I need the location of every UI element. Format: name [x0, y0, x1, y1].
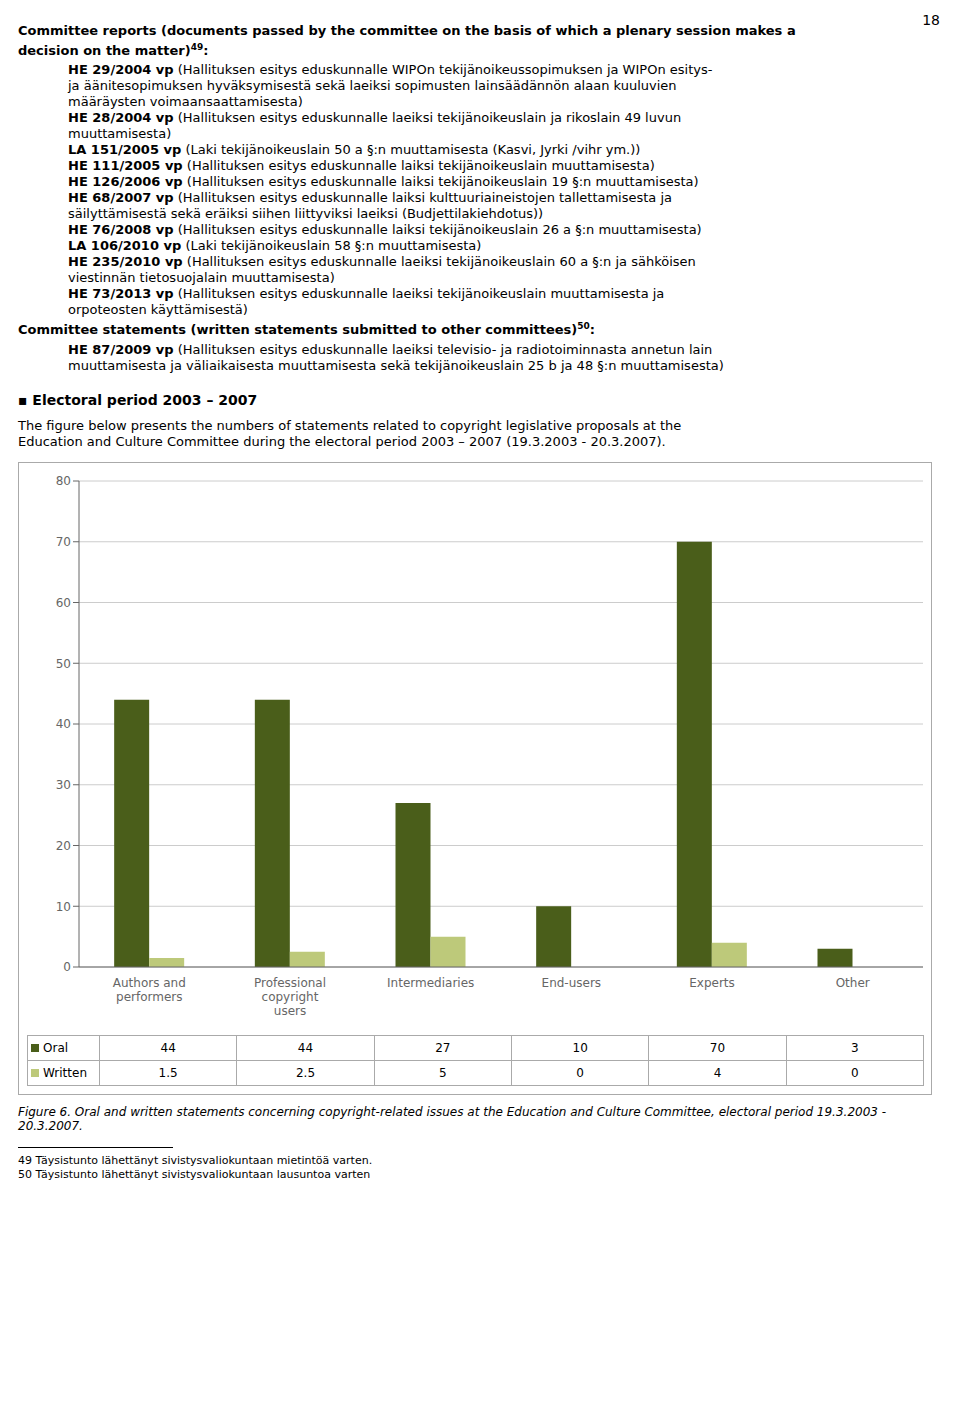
html-text:LA 151/2005 vp (Laki tekijänoi: LA 151/2005 vp (Laki tekijänoikeuslain 5…: [68, 142, 641, 158]
html-text:The figure below presents the: The figure below presents the numbers of…: [18, 417, 682, 433]
html-text:0: 0: [576, 1065, 584, 1080]
svg-text:50: 50: [56, 656, 71, 670]
html-text:määräysten voimaansaattamisest: määräysten voimaansaattamisesta): [68, 94, 303, 110]
html-text:44: 44: [160, 1040, 176, 1055]
html-text:säilyttämisestä sekä eräiksi s: säilyttämisestä sekä eräiksi siihen liit…: [68, 206, 544, 222]
html-text:orpoteosten käyttämisestä): orpoteosten käyttämisestä): [68, 302, 248, 318]
svg-text:20: 20: [56, 838, 71, 852]
svg-text:30: 30: [56, 778, 71, 792]
html-text:ja äänitesopimuksen hyväksymis: ja äänitesopimuksen hyväksymisestä sekä …: [68, 78, 677, 94]
html-text:HE 111/2005 vp (Hallituksen es: HE 111/2005 vp (Hallituksen esitys edusk…: [68, 158, 655, 174]
html-text:Committee reports (documents p: Committee reports (documents passed by t…: [18, 23, 796, 38]
html-text:Education and Culture Committe: Education and Culture Committee during t…: [18, 433, 666, 449]
svg-text:Other: Other: [836, 976, 870, 990]
html-text:HE 68/2007 vp (Hallituksen esi: HE 68/2007 vp (Hallituksen esitys edusku…: [68, 190, 672, 206]
svg-text:0: 0: [63, 960, 71, 974]
html-text:5: 5: [439, 1065, 447, 1080]
svg-text:Intermediaries: Intermediaries: [387, 976, 474, 990]
html-text:LA 106/2010 vp (Laki tekijänoi: LA 106/2010 vp (Laki tekijänoikeuslain 5…: [68, 238, 482, 254]
html-text:muuttamisesta ja väliaikaisest: muuttamisesta ja väliaikaisesta muuttami…: [68, 357, 724, 373]
html-text:50 Täysistunto lähettänyt sivi: 50 Täysistunto lähettänyt sivistysvaliok…: [18, 1167, 371, 1181]
html-text:3: 3: [851, 1040, 859, 1055]
html-text:HE 235/2010 vp (Hallituksen es: HE 235/2010 vp (Hallituksen esitys edusk…: [68, 254, 696, 270]
html-text:18: 18: [922, 12, 940, 28]
html-text:44: 44: [297, 1040, 314, 1055]
svg-text:Experts: Experts: [689, 976, 735, 990]
html-text:1.5: 1.5: [158, 1065, 178, 1080]
html-text:HE 126/2006 vp (Hallituksen es: HE 126/2006 vp (Hallituksen esitys edusk…: [68, 174, 699, 190]
html-text:Committee statements (written: Committee statements (written statements…: [18, 321, 595, 338]
html-text:decision on the matter)49:: decision on the matter)49:: [18, 42, 209, 59]
svg-text:60: 60: [56, 595, 71, 609]
html-text:27: 27: [435, 1040, 451, 1055]
html-text:▪ Electoral period 2003 – 2007: ▪ Electoral period 2003 – 2007: [18, 391, 258, 408]
html-text:Written: Written: [43, 1065, 87, 1080]
svg-text:Professionalcopyrightusers: Professionalcopyrightusers: [254, 976, 326, 1018]
html-text:HE 28/2004 vp (Hallituksen esi: HE 28/2004 vp (Hallituksen esitys edusku…: [68, 110, 682, 126]
svg-text:10: 10: [56, 899, 71, 913]
html-text:HE 87/2009 vp (Hallituksen esi: HE 87/2009 vp (Hallituksen esitys edusku…: [68, 341, 713, 357]
html-text:muuttamisesta): muuttamisesta): [68, 126, 172, 142]
html-text:HE 73/2013 vp (Hallituksen esi: HE 73/2013 vp (Hallituksen esitys edusku…: [68, 286, 665, 302]
html-text:Figure 6. Oral and written sta: Figure 6. Oral and written statements co…: [18, 1104, 887, 1133]
svg-text:80: 80: [56, 474, 71, 488]
html-text:2.5: 2.5: [295, 1065, 315, 1080]
html-text:HE 76/2008 vp (Hallituksen esi: HE 76/2008 vp (Hallituksen esitys edusku…: [68, 222, 702, 238]
html-text:HE 29/2004 vp (Hallituksen esi: HE 29/2004 vp (Hallituksen esitys edusku…: [68, 62, 713, 78]
html-text:Oral: Oral: [43, 1040, 69, 1055]
svg-text:End-users: End-users: [542, 976, 602, 990]
html-text:10: 10: [572, 1040, 588, 1055]
html-text:0: 0: [851, 1065, 859, 1080]
html-text:viestinnän tietosuojalain muut: viestinnän tietosuojalain muuttamisesta): [68, 270, 335, 286]
html-text:49 Täysistunto lähettänyt sivi: 49 Täysistunto lähettänyt sivistysvaliok…: [18, 1153, 373, 1167]
html-text:70: 70: [709, 1040, 726, 1055]
svg-text:Authors andperformers: Authors andperformers: [113, 976, 186, 1004]
svg-text:40: 40: [56, 717, 71, 731]
html-text:4: 4: [713, 1065, 722, 1080]
svg-text:70: 70: [56, 535, 71, 549]
